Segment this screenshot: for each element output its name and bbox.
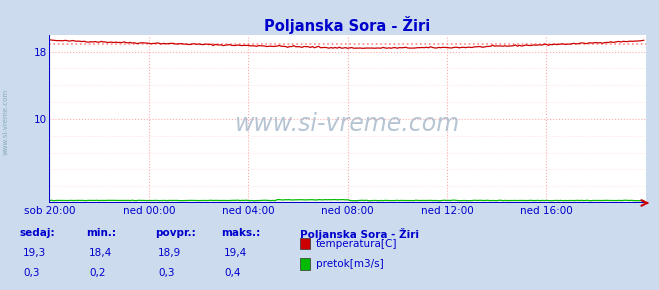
Text: 0,3: 0,3	[23, 268, 40, 278]
Text: pretok[m3/s]: pretok[m3/s]	[316, 259, 384, 269]
Text: sedaj:: sedaj:	[20, 228, 55, 238]
Text: Poljanska Sora - Žiri: Poljanska Sora - Žiri	[300, 228, 419, 240]
Text: povpr.:: povpr.:	[155, 228, 196, 238]
Text: 0,2: 0,2	[89, 268, 105, 278]
Text: temperatura[C]: temperatura[C]	[316, 239, 397, 249]
Text: 0,3: 0,3	[158, 268, 175, 278]
Text: 19,4: 19,4	[224, 248, 247, 258]
Text: min.:: min.:	[86, 228, 116, 238]
Text: 18,4: 18,4	[89, 248, 112, 258]
Text: 18,9: 18,9	[158, 248, 181, 258]
Text: www.si-vreme.com: www.si-vreme.com	[2, 89, 9, 155]
Text: 0,4: 0,4	[224, 268, 241, 278]
Text: maks.:: maks.:	[221, 228, 260, 238]
Text: www.si-vreme.com: www.si-vreme.com	[235, 112, 460, 136]
Title: Poljanska Sora - Žiri: Poljanska Sora - Žiri	[264, 16, 431, 34]
Text: 19,3: 19,3	[23, 248, 46, 258]
